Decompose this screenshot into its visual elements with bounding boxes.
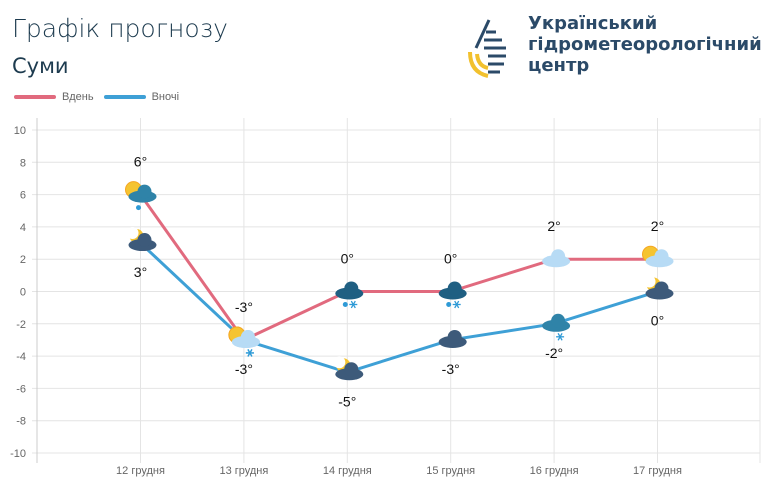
data-label: 2° <box>651 218 664 234</box>
cloud-rain-snow-icon <box>438 281 467 309</box>
legend: Вдень Вночі <box>14 91 179 103</box>
cloud-icon <box>438 329 467 348</box>
moon-cut <box>643 275 656 288</box>
data-label: -3° <box>442 361 460 377</box>
snowflake-stroke <box>247 349 253 357</box>
cloud-shape <box>137 184 152 199</box>
ugmc-logo-icon <box>468 19 506 78</box>
sun-cloud-icon <box>642 245 674 268</box>
y-tick-label: 8 <box>20 157 26 169</box>
sun-cloud-snow-icon <box>228 326 260 357</box>
y-tick-label: -10 <box>10 448 26 460</box>
moon-cut <box>126 227 139 240</box>
snowflake-icon <box>556 333 565 341</box>
snowflake-icon <box>349 300 358 309</box>
cloud-snow-icon <box>542 313 571 341</box>
y-tick-label: 10 <box>14 125 26 137</box>
x-tick-label: 12 грудня <box>116 465 165 477</box>
data-label: 6° <box>134 154 147 170</box>
data-label: 3° <box>134 264 147 280</box>
data-label: -5° <box>338 393 356 409</box>
snowflake-icon <box>245 349 254 357</box>
cloud-shape <box>344 281 359 296</box>
moon-cloud-icon <box>126 227 157 252</box>
data-label: -3° <box>235 361 253 377</box>
cloud-shape <box>654 281 669 296</box>
cloud-shape <box>240 329 255 344</box>
cloud-rain-snow-icon <box>335 281 364 309</box>
series-line-night <box>139 241 658 374</box>
data-label: 0° <box>444 251 457 267</box>
data-label: 2° <box>547 218 560 234</box>
y-tick-label: 6 <box>20 190 26 202</box>
x-tick-label: 17 грудня <box>633 465 682 477</box>
series-line-day <box>139 193 658 342</box>
org-name: Український гідрометеорологічний центр <box>528 13 762 76</box>
sun-cloud-rain-icon <box>125 181 157 211</box>
cloud-shape <box>344 362 359 377</box>
y-tick-label: -4 <box>16 351 26 363</box>
y-tick-label: -8 <box>16 416 26 428</box>
org-line-2: гідрометеорологічний <box>528 34 762 55</box>
city-name: Суми <box>12 54 69 78</box>
moon-cut <box>333 356 346 369</box>
org-line-3: центр <box>528 55 590 76</box>
legend-label-day[interactable]: Вдень <box>62 91 94 103</box>
moon-cloud-icon <box>643 275 674 300</box>
y-tick-label: 4 <box>20 222 26 234</box>
y-tick-label: -6 <box>16 383 26 395</box>
x-tick-label: 14 грудня <box>323 465 372 477</box>
data-label: 0° <box>341 251 354 267</box>
legend-label-night[interactable]: Вночі <box>151 91 180 103</box>
cloud-icon <box>542 249 571 268</box>
data-label: -3° <box>235 299 253 315</box>
org-line-1: Український <box>528 13 658 34</box>
data-label: 0° <box>651 313 664 329</box>
x-tick-label: 15 грудня <box>426 465 475 477</box>
y-tick-label: -2 <box>16 319 26 331</box>
cloud-shape <box>447 329 462 344</box>
raindrop-icon <box>446 302 452 307</box>
snowflake-stroke <box>454 300 460 309</box>
snowflake-stroke <box>350 300 356 309</box>
moon-cloud-icon <box>333 356 364 381</box>
raindrop-icon <box>342 302 348 307</box>
y-tick-label: 2 <box>20 254 26 266</box>
legend-swatch-day[interactable] <box>14 95 56 99</box>
snowflake-stroke <box>557 333 563 341</box>
cloud-shape <box>551 313 566 328</box>
raindrop-icon <box>136 205 141 211</box>
cloud-shape <box>447 281 462 296</box>
x-tick-label: 13 грудня <box>219 465 268 477</box>
legend-swatch-night[interactable] <box>103 95 146 99</box>
data-label: -2° <box>545 345 563 361</box>
cloud-shape <box>551 249 566 264</box>
page-title: Графік прогнозу <box>12 14 228 43</box>
cloud-shape <box>137 233 152 248</box>
x-tick-label: 16 грудня <box>530 465 579 477</box>
cloud-shape <box>654 249 669 264</box>
snowflake-icon <box>452 300 461 309</box>
y-tick-label: 0 <box>20 287 26 299</box>
